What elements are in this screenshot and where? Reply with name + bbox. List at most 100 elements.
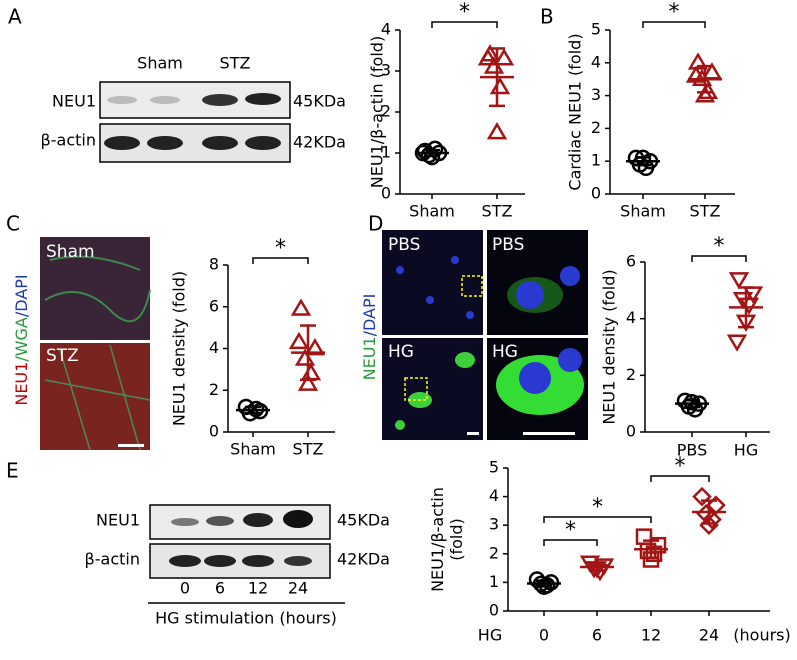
x-suffix: (hours) (733, 626, 790, 645)
y-tick-label: 1 (489, 572, 499, 591)
significance-label: * (275, 236, 286, 261)
y-tick-label: 4 (591, 52, 601, 71)
stain-label: NEU1/DAPI (360, 294, 379, 381)
y-tick-label: 4 (209, 338, 219, 357)
lane-label: Sham (137, 54, 183, 73)
significance-bracket (431, 21, 498, 28)
dot (477, 48, 499, 66)
y-tick-label: 3 (489, 515, 499, 534)
x-prefix: HG (478, 626, 502, 645)
x-tick-label: STZ (690, 202, 721, 221)
y-tick-label: 3 (591, 85, 601, 104)
x-tick-label: Sham (230, 440, 276, 459)
significance-bracket (543, 539, 598, 546)
stain: NEU1 (12, 362, 31, 406)
y-tick-label: 1 (591, 151, 601, 170)
y-axis-label: Cardiac NEU1 (fold) (566, 33, 585, 190)
panel-letter: A (8, 5, 22, 29)
y-tick-label: 8 (209, 255, 219, 274)
y-tick-label: 5 (591, 20, 601, 39)
blot (99, 81, 291, 163)
y-axis-label: NEU1 density (fold) (600, 269, 619, 424)
stain-label: NEU1/WGA/DAPI (12, 274, 31, 405)
size-label: 42KDa (293, 133, 346, 152)
significance-label: * (592, 495, 603, 520)
dot (300, 363, 322, 381)
dot (486, 122, 508, 140)
image-label: STZ (46, 346, 79, 366)
y-tick-label: 0 (626, 422, 636, 441)
lane-label: 6 (215, 579, 225, 598)
micrographs: PBS PBS HG HG (382, 230, 588, 440)
lane-label: 24 (288, 579, 308, 598)
y-tick-label: 2 (381, 102, 391, 121)
dot (288, 331, 310, 350)
y-tick-label: 4 (489, 486, 499, 505)
y-axis-label: NEU1/β-actin (428, 487, 447, 592)
y-tick-label: 4 (626, 308, 636, 327)
significance-label: * (714, 234, 725, 259)
x-tick-label: 0 (539, 626, 549, 645)
y-tick-label: 2 (591, 118, 601, 137)
row-label: β-actin (41, 131, 96, 150)
row-label: NEU1 (96, 511, 140, 530)
micrographs: Sham STZ (40, 237, 151, 451)
image-label: PBS (388, 235, 420, 255)
dot (493, 48, 515, 66)
y-tick-label: 0 (489, 601, 499, 620)
y-axis-label: NEU1 density (fold) (170, 271, 189, 426)
lane-label: 12 (248, 579, 268, 598)
lane-label: 0 (180, 579, 190, 598)
panel-letter: B (540, 5, 554, 29)
x-tick-label: 12 (641, 626, 661, 645)
significance-bracket (691, 255, 747, 262)
y-tick-label: 2 (489, 543, 499, 562)
dot (726, 334, 748, 352)
stain: /DAPI (12, 274, 31, 317)
dot (687, 52, 709, 70)
dot (297, 373, 319, 391)
panel-letter: E (6, 459, 19, 483)
dot (304, 338, 326, 356)
size-label: 45KDa (337, 511, 390, 530)
x-tick-label: 6 (592, 626, 602, 645)
stain: /WGA (12, 317, 31, 362)
dot (645, 545, 663, 563)
blot-xlabel: HG stimulation (hours) (155, 609, 337, 628)
significance-bracket (543, 516, 652, 523)
significance-label: * (669, 0, 680, 25)
x-tick-label: STZ (482, 202, 513, 221)
y-tick-label: 2 (209, 380, 219, 399)
y-tick-label: 0 (209, 422, 219, 441)
significance-bracket (252, 257, 309, 264)
panel-letter: D (368, 212, 383, 236)
size-label: 45KDa (293, 92, 346, 111)
y-axis-label: NEU1/β-actin (fold) (368, 36, 387, 188)
image-label: PBS (492, 235, 524, 255)
dot (692, 486, 712, 507)
image-label: HG (492, 342, 518, 362)
significance-bracket (650, 475, 710, 482)
dot (290, 298, 312, 316)
lane-label: STZ (220, 54, 251, 73)
y-axis-label: (fold) (447, 518, 466, 561)
significance-label: * (459, 0, 470, 25)
dot (694, 85, 716, 103)
row-label: NEU1 (52, 92, 96, 111)
x-tick-label: STZ (293, 440, 324, 459)
y-tick-label: 4 (381, 20, 391, 39)
y-tick-label: 0 (591, 184, 601, 203)
y-tick-label: 1 (381, 143, 391, 162)
y-tick-label: 2 (626, 365, 636, 384)
x-tick-label: PBS (677, 441, 708, 460)
dot (489, 76, 511, 95)
panel-letter: C (6, 212, 20, 236)
image-label: HG (388, 342, 414, 362)
y-tick-label: 6 (626, 252, 636, 271)
dot (683, 394, 701, 411)
x-tick-label: Sham (620, 202, 666, 221)
significance-bracket (642, 21, 706, 28)
y-tick-label: 6 (209, 296, 219, 315)
dot (702, 509, 722, 530)
